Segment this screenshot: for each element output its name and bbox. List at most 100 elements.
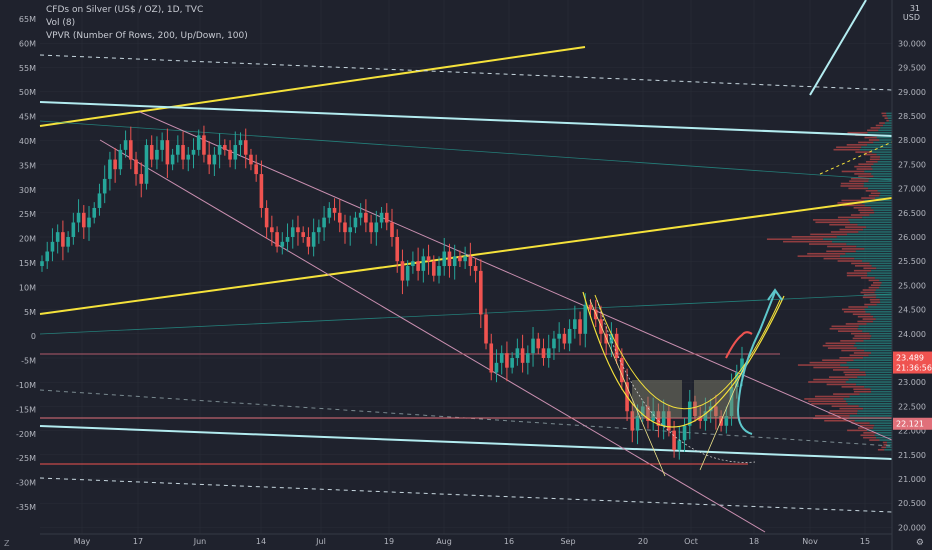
vpvr-row-down xyxy=(852,313,871,316)
vpvr-row-up xyxy=(872,320,892,323)
candle-body xyxy=(635,416,640,431)
candle-body xyxy=(369,222,373,233)
vpvr-row-down xyxy=(829,410,858,412)
currency-label: USD xyxy=(902,13,920,22)
vpvr-row-down xyxy=(845,323,867,325)
teal-line-lower xyxy=(39,293,893,335)
vpvr-row-up xyxy=(879,158,892,161)
candle-body xyxy=(374,222,379,233)
vpvr-row-down xyxy=(870,127,881,129)
vpvr-row-up xyxy=(864,248,892,250)
vpvr-row-up xyxy=(878,129,892,132)
vpvr-row-up xyxy=(873,427,892,429)
vpvr-row-up xyxy=(886,446,892,449)
candle-body xyxy=(207,154,211,165)
vpvr-row-up xyxy=(843,398,892,400)
vpvr-row-up xyxy=(874,211,892,214)
vpvr-row-down xyxy=(866,160,878,163)
price-tick-label: 28.000 xyxy=(898,136,926,145)
time-tick-label: 20 xyxy=(638,537,648,546)
vpvr-row-down xyxy=(864,303,877,306)
vpvr-row-up xyxy=(887,444,892,446)
gear-icon[interactable]: ⚙ xyxy=(915,538,924,548)
vpvr-row-up xyxy=(832,240,892,243)
vpvr-row-down xyxy=(869,158,880,161)
price-tick-label: 28.500 xyxy=(898,112,926,121)
vpvr-row-down xyxy=(829,327,858,330)
candle-body xyxy=(348,227,353,233)
vpvr-row-up xyxy=(849,415,892,417)
candle-body xyxy=(322,217,326,228)
vpvr-row-down xyxy=(850,177,870,180)
vpvr-row-down xyxy=(854,173,872,175)
vpvr-row-up xyxy=(847,402,892,405)
vpvr-row-up xyxy=(888,119,892,122)
vpvr-row-up xyxy=(836,236,892,238)
candle-body xyxy=(259,174,264,208)
zoom-button[interactable]: Z xyxy=(4,539,10,548)
vpvr-row-up xyxy=(868,187,892,190)
vpvr-row-down xyxy=(851,262,870,265)
vpvr-indicator-label[interactable]: VPVR (Number Of Rows, 200, Up/Down, 100) xyxy=(46,31,248,41)
vpvr-row-up xyxy=(875,289,892,291)
candle-body xyxy=(358,212,363,218)
vpvr-row-down xyxy=(855,151,872,153)
candle-body xyxy=(149,145,154,160)
candle-body xyxy=(426,256,431,262)
vpvr-row-up xyxy=(876,294,892,296)
vpvr-row-down xyxy=(837,330,863,332)
vpvr-row-up xyxy=(849,221,892,224)
vpvr-row-down xyxy=(853,206,871,209)
vpvr-row-up xyxy=(863,228,892,231)
vpvr-row-down xyxy=(815,415,850,417)
vpvr-row-down xyxy=(849,180,869,182)
vpvr-row-down xyxy=(812,219,849,221)
chart-legend: CFDs on Silver (US$ / OZ), 1D, TVC Vol (… xyxy=(46,4,248,43)
volume-indicator-label[interactable]: Vol (8) xyxy=(46,18,76,28)
vpvr-row-down xyxy=(840,185,864,187)
candle-body xyxy=(144,145,149,184)
vpvr-row-down xyxy=(856,168,873,170)
vpvr-row-up xyxy=(875,296,892,299)
volume-profile xyxy=(766,112,892,451)
candle-body xyxy=(661,411,666,426)
vpvr-row-down xyxy=(833,148,860,151)
vpvr-row-down xyxy=(828,412,858,415)
symbol-title[interactable]: CFDs on Silver (US$ / OZ), 1D, TVC xyxy=(46,5,204,15)
time-tick-label: Sep xyxy=(560,537,575,546)
vpvr-row-up xyxy=(863,340,892,342)
candle-body xyxy=(724,416,729,426)
vpvr-row-down xyxy=(833,393,860,395)
time-tick-label: 16 xyxy=(504,537,514,546)
vpvr-row-up xyxy=(880,156,892,158)
candle-body xyxy=(531,338,535,354)
candle-body xyxy=(123,140,128,150)
candle-body xyxy=(452,256,457,267)
candle-body xyxy=(614,333,619,358)
time-tick-label: 14 xyxy=(256,537,266,546)
vpvr-row-down xyxy=(847,429,868,432)
vpvr-row-down xyxy=(841,248,865,250)
candle-body xyxy=(113,159,117,170)
volume-tick-label: 60M xyxy=(19,39,36,48)
candle-body xyxy=(416,261,420,271)
candle-body xyxy=(317,227,321,233)
vpvr-row-down xyxy=(853,390,872,393)
candle-body xyxy=(306,237,311,247)
yellow-channel-upper xyxy=(39,46,586,127)
candle-body xyxy=(155,149,159,160)
vpvr-row-up xyxy=(859,393,892,395)
vpvr-row-up xyxy=(871,173,892,175)
candle-body xyxy=(682,425,687,441)
vpvr-row-up xyxy=(881,281,892,284)
consolidation-box xyxy=(694,380,738,418)
vpvr-row-up xyxy=(863,182,892,185)
vpvr-row-up xyxy=(846,361,892,364)
vpvr-row-up xyxy=(873,163,892,165)
candle-body xyxy=(484,314,488,344)
candle-body xyxy=(468,256,473,267)
vpvr-row-up xyxy=(870,388,892,391)
candle-body xyxy=(45,251,50,262)
